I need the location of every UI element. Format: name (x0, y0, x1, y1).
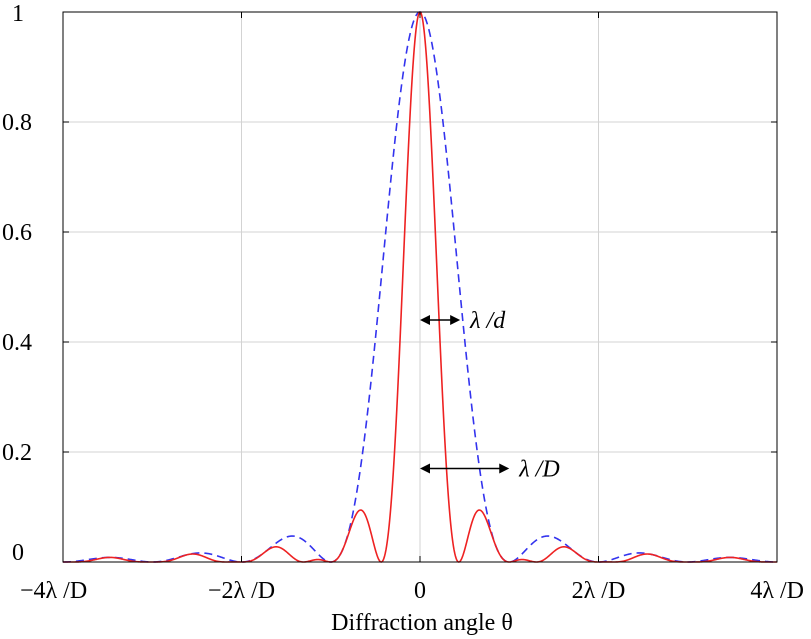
tick-labels: −4λ /D −2λ /D 0 2λ /D 4λ /D 0 0.2 0.4 0.6 0.8 1 (2, 1, 804, 604)
axes-frame (62, 11, 778, 563)
y-tick-label: 0.8 (2, 110, 32, 136)
x-axis-label: Diffraction angle θ (331, 610, 513, 636)
y-tick-label: 1 (12, 1, 24, 27)
y-tick-label: 0.2 (2, 440, 32, 466)
annotation-lambda-d: λ /d (469, 308, 506, 334)
grid-lines (63, 12, 777, 562)
x-tick-label: 0 (414, 578, 426, 604)
y-tick-label: 0.4 (2, 330, 32, 356)
y-tick-label: 0.6 (2, 220, 32, 246)
annotations: λ /d λ /D (420, 308, 560, 483)
x-tick-label: −2λ /D (208, 578, 275, 604)
arrow-head-right (450, 315, 461, 325)
x-tick-label: −4λ /D (20, 578, 87, 604)
arrow-head-left (420, 315, 430, 325)
arrow-head-left (420, 463, 430, 474)
x-tick-label: 2λ /D (572, 578, 626, 604)
x-tick-label: 4λ /D (750, 578, 804, 604)
arrow-head-right (499, 463, 510, 474)
y-tick-label: 0 (12, 540, 24, 566)
annotation-lambda-D: λ /D (518, 457, 559, 483)
